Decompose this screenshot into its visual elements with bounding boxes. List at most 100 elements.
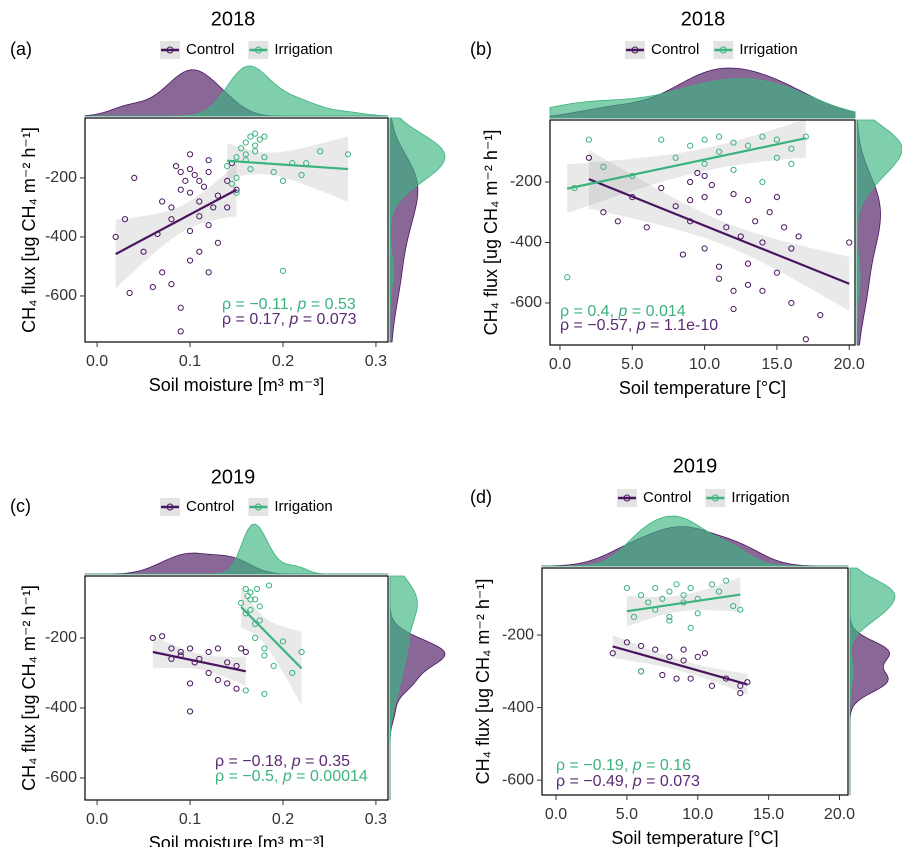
data-point bbox=[172, 163, 180, 170]
data-point bbox=[261, 652, 268, 659]
data-point bbox=[205, 168, 212, 176]
annotation-part: = 0.014 bbox=[627, 303, 685, 320]
annotation: ρ = 0.4, p = 0.014 bbox=[560, 303, 686, 320]
confidence-band bbox=[241, 586, 302, 706]
annotation: ρ = 0.17, p = 0.073 bbox=[222, 311, 357, 328]
data-point bbox=[701, 172, 708, 180]
legend-marker bbox=[719, 46, 727, 54]
annotation: ρ = −0.49, p = 0.073 bbox=[556, 773, 700, 790]
legend-marker bbox=[631, 46, 639, 54]
plot-area bbox=[550, 120, 855, 345]
annotation-part: p bbox=[297, 296, 307, 313]
data-point bbox=[744, 260, 752, 267]
data-point bbox=[585, 136, 593, 143]
annotation-part: ρ = −0.57, bbox=[560, 317, 637, 334]
legend-marker bbox=[254, 46, 262, 54]
annotation: ρ = −0.5, p = 0.00014 bbox=[215, 768, 368, 785]
top-density bbox=[549, 78, 856, 119]
data-point bbox=[186, 680, 194, 687]
data-point bbox=[679, 251, 687, 258]
data-point bbox=[744, 679, 751, 686]
data-point bbox=[261, 645, 268, 652]
data-point bbox=[715, 263, 723, 270]
data-point bbox=[614, 218, 621, 225]
data-point bbox=[186, 227, 194, 235]
data-point bbox=[247, 133, 254, 140]
data-point bbox=[658, 184, 665, 192]
data-point bbox=[186, 708, 194, 715]
data-point bbox=[196, 213, 203, 220]
data-point bbox=[659, 671, 666, 679]
x-tick-label: 0.3 bbox=[365, 353, 387, 370]
panel-title: 2018 bbox=[681, 8, 726, 30]
panel-label: (a) bbox=[10, 39, 32, 59]
x-tick-label: 5.0 bbox=[621, 356, 643, 373]
legend-marker bbox=[166, 46, 174, 54]
data-point bbox=[238, 645, 245, 652]
data-point bbox=[242, 687, 249, 694]
data-point bbox=[585, 154, 593, 161]
x-tick-label: 0.2 bbox=[272, 811, 294, 828]
data-point bbox=[730, 190, 737, 198]
panel: 2019 (c) Control Irrigation 0.0 0.1 0.2 0.3 -600… bbox=[10, 466, 446, 852]
y-axis-title: CH₄ flux [ug CH₄ m⁻² h⁻¹] bbox=[19, 127, 39, 333]
annotation-part: ρ = −0.49, bbox=[556, 773, 633, 790]
annotation-part: p bbox=[291, 753, 301, 770]
data-point bbox=[177, 648, 184, 656]
data-point bbox=[730, 139, 737, 146]
data-point bbox=[788, 299, 795, 307]
annotation: ρ = −0.11, p = 0.53 bbox=[222, 296, 356, 313]
data-point bbox=[672, 203, 679, 210]
data-point bbox=[177, 304, 184, 311]
x-tick-label: 10.0 bbox=[682, 806, 713, 823]
annotation: ρ = −0.19, p = 0.16 bbox=[556, 757, 691, 774]
data-point bbox=[673, 675, 680, 682]
regression-line bbox=[152, 650, 247, 673]
data-point bbox=[694, 169, 701, 177]
data-point bbox=[788, 145, 795, 152]
data-point bbox=[196, 248, 203, 255]
data-point bbox=[247, 589, 254, 596]
regression-line bbox=[240, 606, 303, 670]
panel: 2018 (b) Control Irrigation 0.0 5.0 10.0 15.0 20… bbox=[470, 8, 902, 398]
data-point bbox=[687, 142, 694, 149]
data-point bbox=[666, 653, 673, 660]
data-point bbox=[680, 657, 687, 664]
data-point bbox=[759, 239, 766, 246]
data-point bbox=[196, 198, 203, 205]
plot-border bbox=[84, 117, 389, 343]
panel-label: (d) bbox=[470, 487, 492, 507]
data-point bbox=[730, 305, 737, 313]
x-tick-label: 0.0 bbox=[549, 356, 571, 373]
panel-label: (c) bbox=[10, 496, 31, 516]
x-tick-label: 10.0 bbox=[689, 356, 720, 373]
data-point bbox=[205, 669, 212, 677]
y-tick-label: -200 bbox=[45, 169, 77, 186]
annotation-part: p bbox=[636, 317, 646, 334]
data-point bbox=[242, 139, 249, 146]
data-point bbox=[788, 160, 795, 167]
panel-title: 2018 bbox=[211, 8, 256, 30]
panel-title: 2019 bbox=[211, 466, 256, 488]
data-point bbox=[773, 136, 781, 143]
data-point bbox=[186, 189, 194, 196]
data-point bbox=[701, 136, 708, 143]
data-point bbox=[242, 151, 249, 158]
data-point bbox=[637, 592, 645, 599]
data-point bbox=[666, 588, 673, 595]
data-point bbox=[182, 177, 189, 184]
annotation-part: ρ = 0.4, bbox=[560, 303, 618, 320]
panel: 2018 (a) Control Irrigation 0.0 0.1 0.2 0.3 -600… bbox=[10, 8, 446, 395]
data-point bbox=[256, 617, 263, 624]
data-point bbox=[759, 287, 766, 294]
data-point bbox=[687, 197, 694, 204]
data-point bbox=[701, 160, 708, 167]
data-point bbox=[253, 585, 261, 593]
data-point bbox=[630, 613, 638, 621]
y-tick-label: -200 bbox=[502, 626, 534, 643]
data-point bbox=[261, 690, 268, 698]
data-point bbox=[317, 148, 324, 155]
data-point bbox=[687, 675, 694, 682]
x-tick-label: 0.2 bbox=[272, 353, 294, 370]
